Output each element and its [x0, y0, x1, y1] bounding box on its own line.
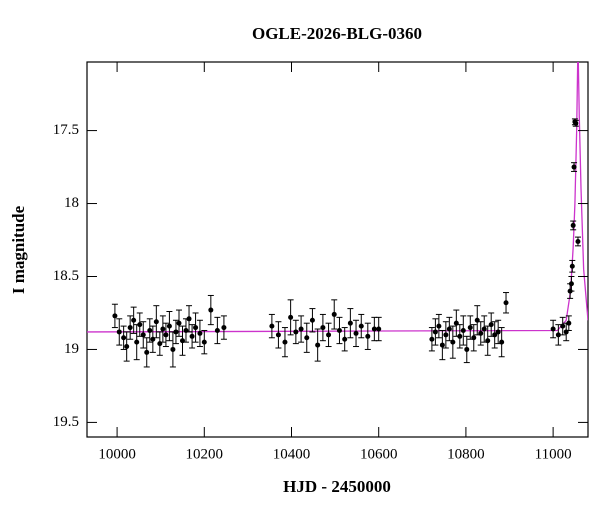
data-point: [112, 313, 118, 319]
data-point: [137, 322, 143, 328]
data-point: [134, 339, 140, 345]
data-point: [353, 330, 359, 336]
data-point: [342, 336, 348, 342]
data-point: [429, 336, 435, 342]
data-point: [570, 222, 576, 228]
data-point: [304, 335, 310, 341]
data-point: [320, 325, 326, 331]
data-point: [358, 323, 364, 329]
data-point: [560, 323, 566, 329]
data-point: [208, 307, 214, 313]
data-point: [443, 332, 449, 338]
y-axis-label: I magnitude: [9, 205, 28, 294]
data-point: [488, 322, 494, 328]
data-point: [568, 281, 574, 287]
data-point: [197, 330, 203, 336]
data-point: [569, 263, 575, 269]
data-point: [555, 332, 561, 338]
data-point: [495, 329, 501, 335]
data-point: [467, 325, 473, 331]
data-point: [214, 327, 220, 333]
data-point: [460, 327, 466, 333]
data-point: [173, 329, 179, 335]
data-point: [347, 320, 353, 326]
x-axis-label: HJD - 2450000: [283, 477, 391, 496]
data-point: [499, 339, 505, 345]
data-point: [446, 326, 452, 332]
model-curve: [87, 62, 588, 333]
data-point: [371, 326, 377, 332]
data-point: [127, 325, 133, 331]
data-point: [575, 238, 581, 244]
x-tick-label: 10800: [447, 446, 485, 462]
data-point: [298, 326, 304, 332]
data-point: [144, 349, 150, 355]
x-tick-label: 10400: [273, 446, 311, 462]
plot-area: [87, 62, 588, 368]
data-point: [201, 339, 207, 345]
plot-frame: [86, 61, 589, 438]
x-tick-label: 10000: [98, 446, 136, 462]
x-tick-label: 10600: [360, 446, 398, 462]
data-point: [275, 332, 281, 338]
data-point: [166, 323, 172, 329]
data-point: [376, 326, 382, 332]
data-point: [131, 317, 137, 323]
data-point: [566, 320, 572, 326]
data-point: [176, 320, 182, 326]
data-point: [436, 323, 442, 329]
data-point: [478, 330, 484, 336]
data-point: [121, 335, 127, 341]
data-point: [170, 346, 176, 352]
data-point: [288, 314, 294, 320]
data-point: [439, 342, 445, 348]
data-point: [163, 332, 169, 338]
data-point: [186, 316, 192, 322]
x-tick-label: 10200: [186, 446, 224, 462]
data-point: [550, 326, 556, 332]
y-tick-label: 19.5: [53, 414, 79, 430]
data-point: [457, 333, 463, 339]
y-tick-label: 19: [64, 341, 79, 357]
y-tick-label: 18.5: [53, 268, 79, 284]
data-point: [573, 120, 579, 126]
data-point: [331, 311, 337, 317]
data-point: [326, 332, 332, 338]
data-point: [160, 326, 166, 332]
data-point: [450, 339, 456, 345]
data-point: [221, 325, 227, 331]
data-point: [140, 332, 146, 338]
data-point: [365, 333, 371, 339]
data-point: [485, 338, 491, 344]
data-point: [432, 329, 438, 335]
x-tick-label: 11000: [535, 446, 572, 462]
data-point: [464, 346, 470, 352]
data-point: [336, 327, 342, 333]
data-point: [189, 333, 195, 339]
data-point: [492, 332, 498, 338]
data-point: [193, 325, 199, 331]
y-tick-label: 17.5: [53, 122, 79, 138]
chart-title: OGLE-2026-BLG-0360: [252, 24, 422, 43]
data-point: [571, 164, 577, 170]
data-point: [471, 335, 477, 341]
data-point: [153, 319, 159, 325]
data-point: [147, 327, 153, 333]
data-point: [282, 339, 288, 345]
data-point: [309, 317, 315, 323]
y-tick-label: 18: [64, 195, 79, 211]
data-point: [124, 344, 130, 350]
data-point: [293, 329, 299, 335]
data-point: [503, 300, 509, 306]
data-point: [116, 329, 122, 335]
data-point: [481, 326, 487, 332]
data-point: [269, 323, 275, 329]
data-point: [315, 342, 321, 348]
